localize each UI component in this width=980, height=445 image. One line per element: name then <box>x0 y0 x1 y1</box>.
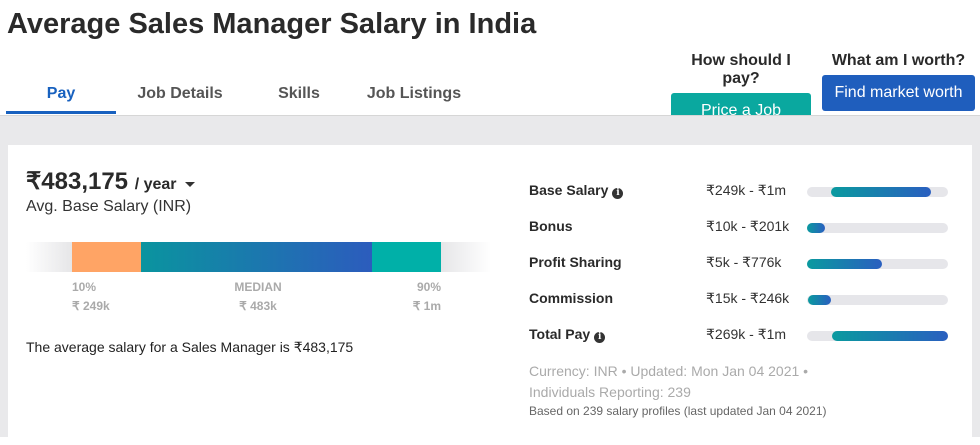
median-label: MEDIAN ₹ 483k <box>208 278 308 316</box>
tab-bar: Pay Job Details Skills Job Listings <box>6 74 474 114</box>
pay-breakdown-row: Profit Sharing ₹5k - ₹776k <box>529 254 959 274</box>
info-icon[interactable]: i <box>594 332 606 343</box>
breakdown-track <box>807 295 948 305</box>
tab-job-details[interactable]: Job Details <box>137 85 223 102</box>
breakdown-range: ₹15k - ₹246k <box>706 290 790 306</box>
period-label: / year <box>134 176 177 193</box>
breakdown-name-text: Base Salary <box>529 182 609 198</box>
range-high-segment <box>372 242 441 272</box>
range-mid-segment <box>141 242 372 272</box>
tab-pay[interactable]: Pay <box>6 74 116 114</box>
average-salary-sentence: The average salary for a Sales Manager i… <box>26 339 354 355</box>
find-market-worth-button[interactable]: Find market worth <box>822 75 975 111</box>
breakdown-track <box>807 259 948 269</box>
breakdown-name: Base Salary i <box>529 182 624 199</box>
salary-amount: ₹483,175 <box>26 168 129 195</box>
salary-subtitle: Avg. Base Salary (INR) <box>26 198 192 215</box>
p10-percent: 10% <box>72 280 97 294</box>
caret-down-icon <box>184 182 195 188</box>
breakdown-fill <box>830 187 932 197</box>
meta-individuals: Individuals Reporting: 239 <box>529 384 691 400</box>
info-icon[interactable]: i <box>612 188 624 199</box>
breakdown-name-text: Total Pay <box>529 326 591 342</box>
range-left-fade <box>26 242 72 272</box>
breakdown-name-text: Bonus <box>529 218 573 234</box>
breakdown-fill <box>808 295 831 305</box>
breakdown-fill <box>807 259 882 269</box>
breakdown-track <box>807 331 948 341</box>
period-selector[interactable]: / year <box>135 176 195 193</box>
breakdown-range: ₹249k - ₹1m <box>706 182 787 198</box>
breakdown-name: Commission <box>529 290 613 306</box>
p10-label: 10% ₹ 249k <box>72 278 110 316</box>
p90-value: ₹ 1m <box>412 299 441 313</box>
breakdown-name: Total Pay i <box>529 326 606 343</box>
median-value: ₹ 483k <box>239 299 277 313</box>
average-salary: ₹483,175 / year <box>26 167 195 196</box>
tab-skills[interactable]: Skills <box>278 85 320 102</box>
breakdown-track <box>807 223 948 233</box>
p90-percent: 90% <box>416 280 441 294</box>
breakdown-track <box>807 187 948 197</box>
pay-question: How should I pay? <box>691 52 791 87</box>
p90-label: 90% ₹ 1m <box>388 278 441 316</box>
meta-currency-updated: Currency: INR • Updated: Mon Jan 04 2021… <box>529 363 809 379</box>
breakdown-range: ₹269k - ₹1m <box>706 326 787 342</box>
range-right-fade <box>441 242 491 272</box>
breakdown-name: Profit Sharing <box>529 254 622 270</box>
tab-job-listings[interactable]: Job Listings <box>366 85 462 102</box>
breakdown-name-text: Profit Sharing <box>529 254 622 270</box>
breakdown-name: Bonus <box>529 218 573 234</box>
worth-question: What am I worth? <box>831 52 966 69</box>
pay-breakdown-row: Bonus ₹10k - ₹201k <box>529 218 959 238</box>
median-text: MEDIAN <box>234 280 282 294</box>
salary-range-bar <box>26 242 491 272</box>
worth-cta: What am I worth? Find market worth <box>822 52 975 111</box>
page-title: Average Sales Manager Salary in India <box>7 8 537 40</box>
pay-breakdown-row: Base Salary i ₹249k - ₹1m <box>529 182 959 202</box>
breakdown-fill <box>807 223 826 233</box>
range-low-segment <box>72 242 141 272</box>
breakdown-fill <box>832 331 948 341</box>
meta-based-on: Based on 239 salary profiles (last updat… <box>529 404 827 418</box>
p10-value: ₹ 249k <box>72 299 110 313</box>
breakdown-range: ₹5k - ₹776k <box>706 254 782 270</box>
breakdown-range: ₹10k - ₹201k <box>706 218 790 234</box>
breakdown-name-text: Commission <box>529 290 614 306</box>
pay-breakdown-row: Commission ₹15k - ₹246k <box>529 290 959 310</box>
pay-breakdown-row: Total Pay i ₹269k - ₹1m <box>529 326 959 346</box>
